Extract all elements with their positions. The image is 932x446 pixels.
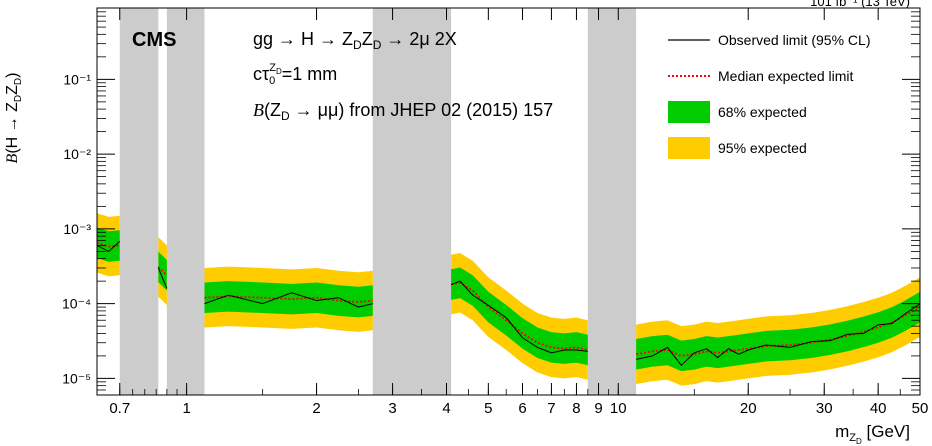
excluded-region xyxy=(587,8,637,395)
lumi-label: 101 fb⁻¹ (13 TeV) xyxy=(810,0,910,9)
process-part: Z xyxy=(362,29,373,49)
x-tick-label: 20 xyxy=(740,400,757,417)
ylabel-part: B xyxy=(4,153,21,163)
x-tick-label: 5 xyxy=(484,400,492,417)
ctau-part: cτ xyxy=(253,64,269,84)
ctau-part: 0 xyxy=(269,75,275,87)
process-part: D xyxy=(373,38,382,52)
y-tick-label: 10⁻³ xyxy=(63,221,91,237)
branching-part: (Z xyxy=(264,100,281,120)
y-tick-label: 10⁻⁴ xyxy=(62,296,91,312)
x-tick-label: 40 xyxy=(870,400,887,417)
branching-part: → μμ) from JHEP 02 (2015) 157 xyxy=(290,100,554,120)
median-expected-line xyxy=(157,266,168,276)
excluded-region xyxy=(166,8,205,395)
observed-limit-line xyxy=(96,241,121,252)
process-part: D xyxy=(353,38,362,52)
xlabel-part: D xyxy=(856,437,862,446)
ctau-part: =1 mm xyxy=(282,64,338,84)
legend-label: Observed limit (95% CL) xyxy=(718,32,871,48)
y-axis-label: B(H → ZDZD) xyxy=(4,73,24,164)
x-tick-label: 30 xyxy=(816,400,833,417)
x-tick-label: 3 xyxy=(388,400,396,417)
observed-limit-line xyxy=(636,303,921,366)
y-axis: 10⁻⁵ 10⁻⁴ 10⁻³ 10⁻² 10⁻¹ xyxy=(62,7,920,396)
y-tick-label: 10⁻⁵ xyxy=(62,370,91,386)
legend-swatch xyxy=(668,137,710,159)
median-expected-line xyxy=(96,242,120,248)
branching-label: B(ZD → μμ) from JHEP 02 (2015) 157 xyxy=(253,100,553,123)
band-68-expected xyxy=(451,267,588,366)
expected-bands xyxy=(97,213,920,386)
branching-part: B xyxy=(253,100,264,120)
ctau-part: D xyxy=(276,67,282,76)
excluded-region xyxy=(119,8,159,395)
ylabel-part: D xyxy=(13,78,24,85)
x-tick-label: 2 xyxy=(312,400,320,417)
observed-limit-line xyxy=(450,280,588,354)
median-expected-line xyxy=(635,306,921,357)
ctau-part: Z xyxy=(269,62,276,74)
xlabel-part: m xyxy=(835,422,849,441)
x-tick-label: 4 xyxy=(442,400,450,417)
plot-frame xyxy=(96,7,921,396)
y-tick-label: 10⁻¹ xyxy=(63,71,91,87)
process-part: → 2μ 2X xyxy=(381,29,456,49)
x-axis-label: mZD [GeV] xyxy=(835,422,910,446)
legend-swatch xyxy=(668,101,710,123)
observed-limit-line xyxy=(157,267,168,289)
x-tick-label: 50 xyxy=(912,400,929,417)
x-axis: 0.7 1 2 3 4 5 6 7 8 9 10 20 30 40 50 xyxy=(109,8,928,417)
excluded-region xyxy=(372,8,452,395)
ctau-label: cτ0ZD=1 mm xyxy=(253,62,337,87)
branching-part: D xyxy=(281,109,290,123)
legend: Observed limit (95% CL) Median expected l… xyxy=(668,32,871,159)
ylabel-part: ) xyxy=(4,73,21,78)
y-tick-label: 10⁻² xyxy=(63,146,91,162)
process-label: gg → H → ZDZD → 2μ 2X xyxy=(253,29,457,52)
cms-label: CMS xyxy=(132,29,176,51)
excluded-regions xyxy=(119,8,637,395)
x-tick-label: 10 xyxy=(610,400,627,417)
xlabel-part: [GeV] xyxy=(862,422,910,441)
ylabel-part: Z xyxy=(4,85,21,95)
x-tick-label: 9 xyxy=(594,400,602,417)
process-part: gg → H → Z xyxy=(253,29,353,49)
median-expected-line xyxy=(450,281,589,351)
xlabel-part: Z xyxy=(849,432,856,444)
limit-curves xyxy=(96,241,921,366)
x-tick-label: 1 xyxy=(182,400,190,417)
legend-label: 68% expected xyxy=(718,104,807,120)
x-tick-label: 0.7 xyxy=(109,400,130,417)
legend-label: Median expected limit xyxy=(718,68,854,84)
ylabel-part: (H → Z xyxy=(4,102,21,154)
observed-limit-line xyxy=(204,292,373,308)
ylabel-part: D xyxy=(13,95,24,102)
x-tick-label: 6 xyxy=(518,400,526,417)
x-tick-label: 8 xyxy=(572,400,580,417)
x-tick-label: 7 xyxy=(547,400,555,417)
legend-label: 95% expected xyxy=(718,140,807,156)
